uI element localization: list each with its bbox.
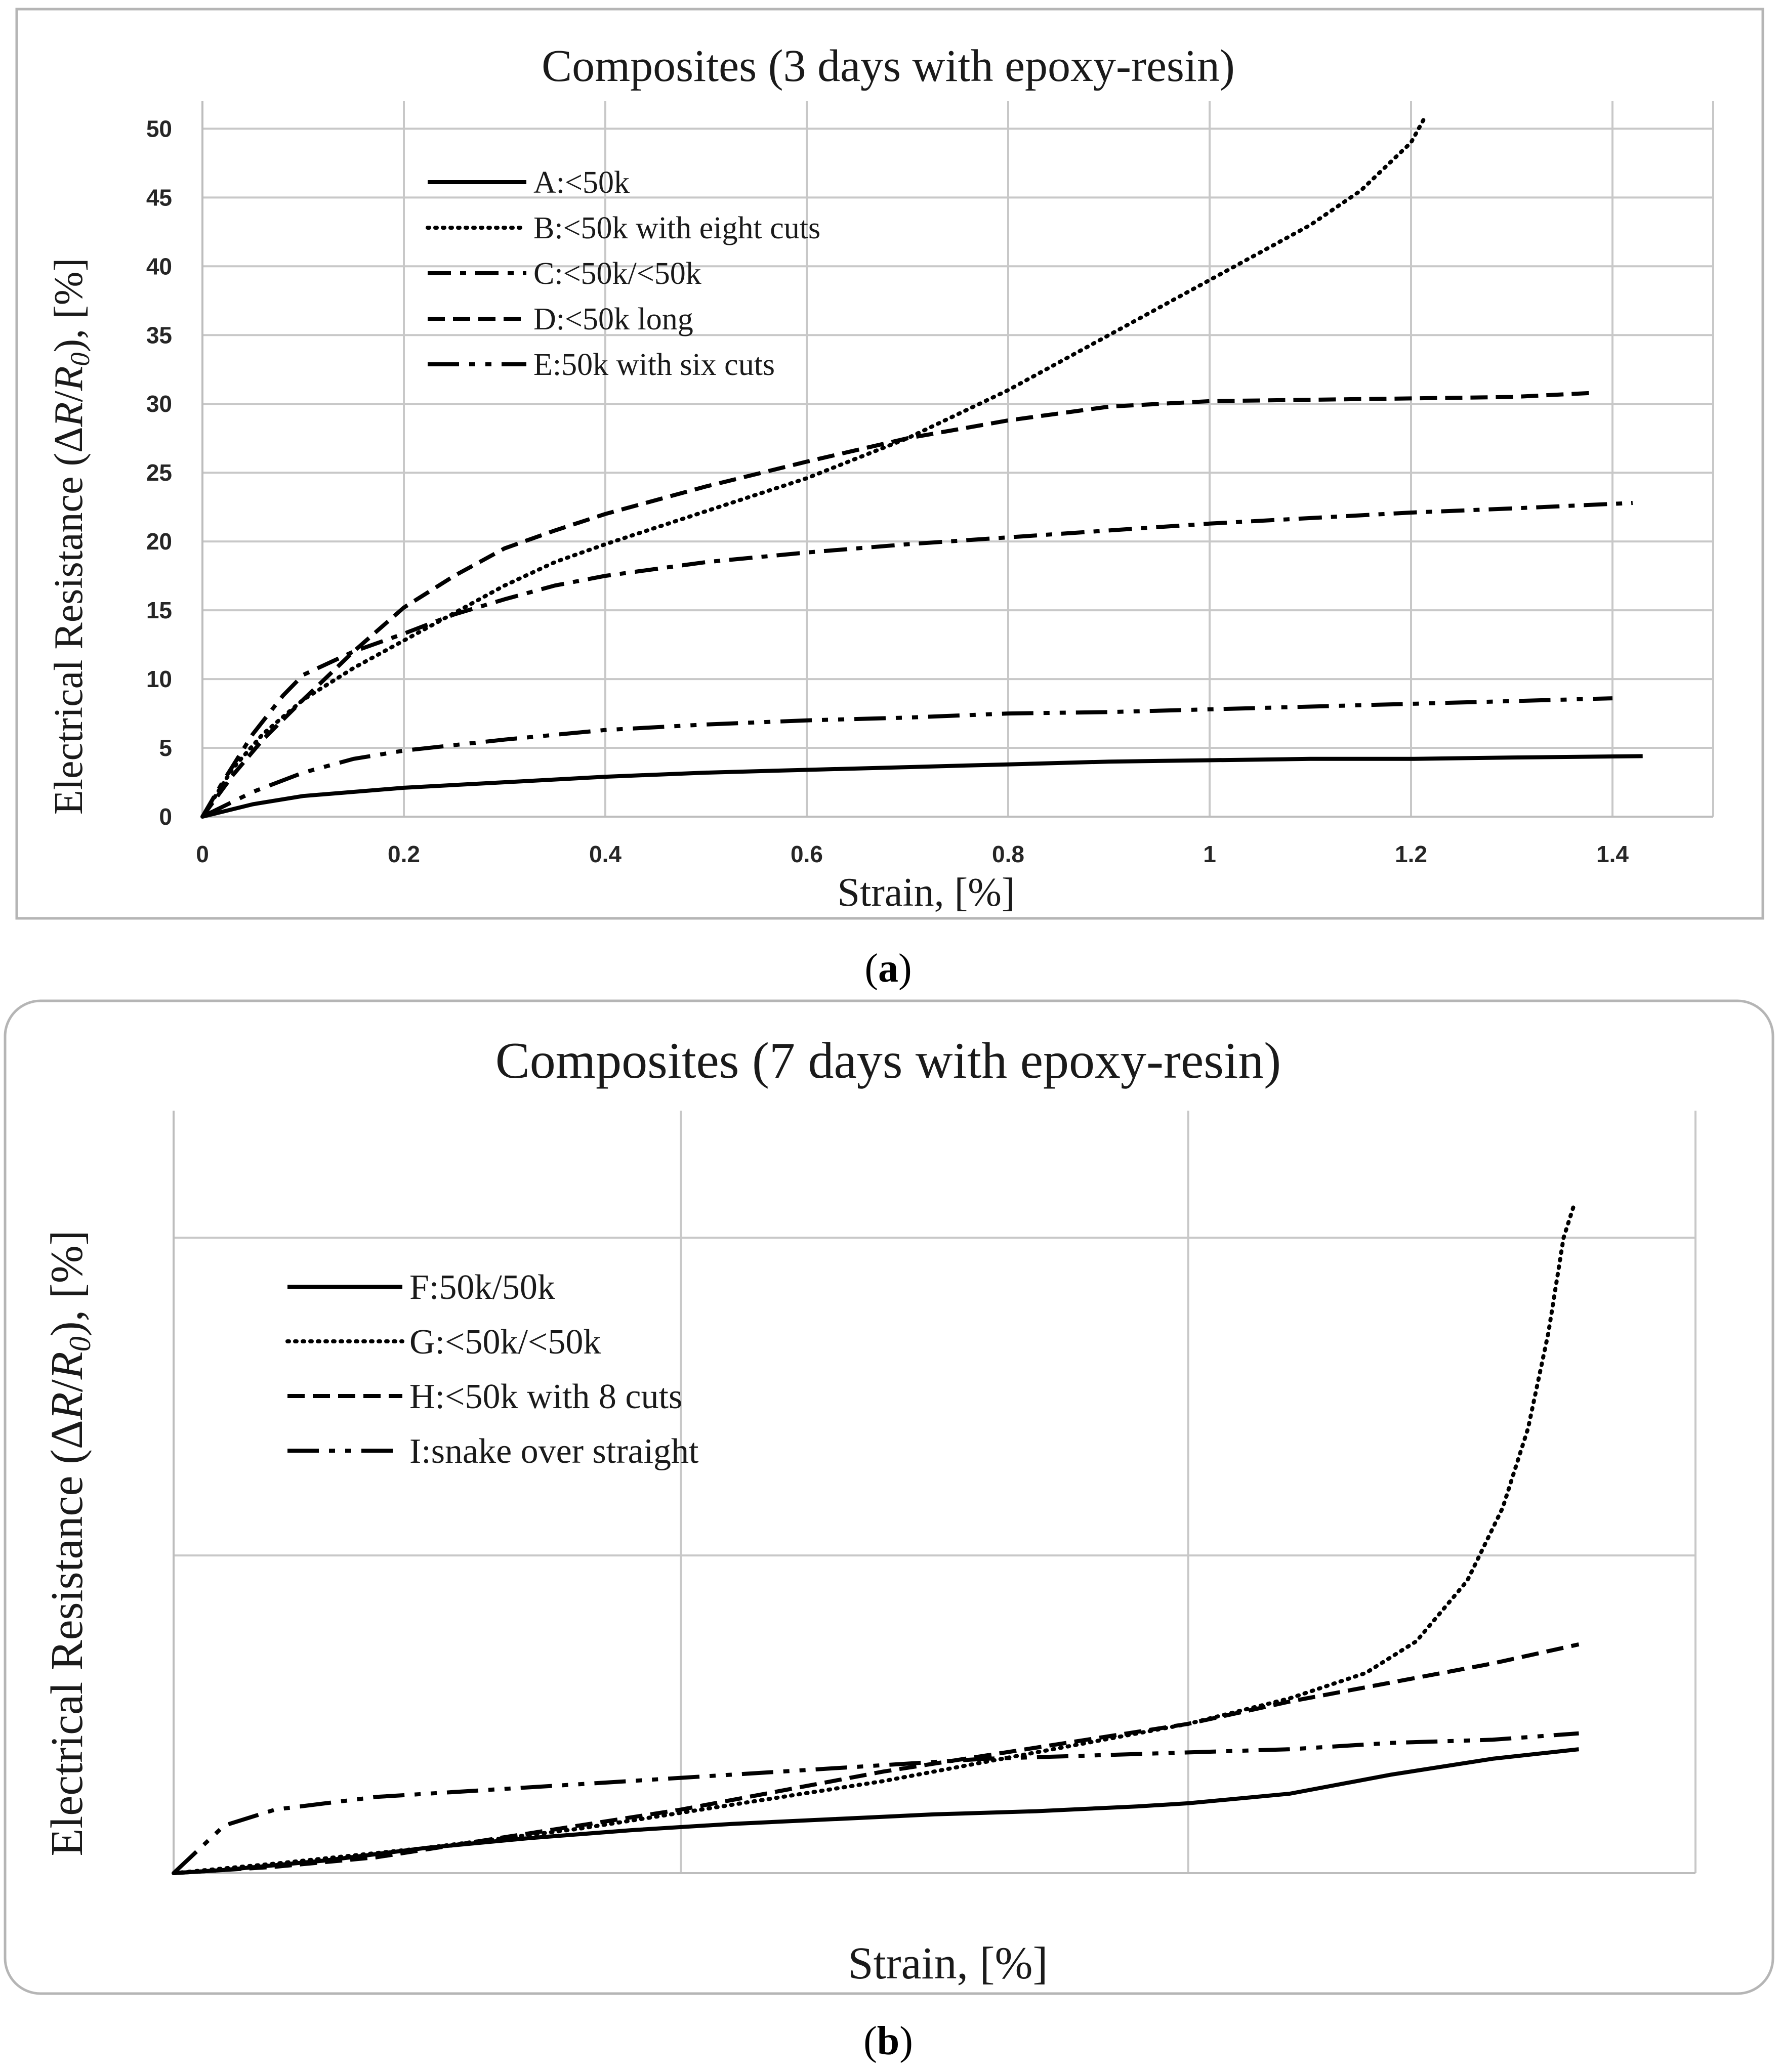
a-y-tick-15: 15	[146, 597, 172, 623]
a-series-e-50k-with-six-cuts	[201, 696, 1613, 819]
a-x-tick-0: 0	[196, 841, 209, 867]
a-y-tick-35: 35	[146, 322, 172, 348]
a-x-tick-1: 1	[1203, 841, 1216, 867]
a-x-tick-1-2: 1.2	[1395, 841, 1427, 867]
chart-a-y-tick-labels: 0 5 10 15 20 25 30 35 40 45 50	[146, 115, 172, 830]
a-series-c-50k-50k	[200, 501, 1633, 818]
a-series-a-50k	[202, 754, 1643, 819]
a-y-tick-30: 30	[146, 391, 172, 417]
a-legend-label-e-50k-with-six-cuts: E:50k with six cuts	[533, 348, 775, 382]
chart-a-y-axis-label: Electrical Resistance (ΔR/R0), [%]	[47, 258, 95, 815]
chart-b-series	[172, 1204, 1580, 1875]
b-legend-label-h-50k-with-8-cuts: H:<50k with 8 cuts	[409, 1377, 682, 1416]
a-y-tick-10: 10	[146, 666, 172, 692]
a-x-tick-1-4: 1.4	[1596, 841, 1629, 867]
chart-a-gridlines	[202, 101, 1714, 817]
a-x-tick-0-4: 0.4	[589, 841, 622, 867]
a-legend-label-b-50k-with-eight-cuts: B:<50k with eight cuts	[533, 211, 820, 245]
chart-b-y-axis-label: Electrical Resistance (ΔR/R0), [%]	[42, 1230, 97, 1856]
a-y-tick-25: 25	[146, 459, 172, 486]
a-y-tick-45: 45	[146, 184, 172, 210]
a-x-tick-0-8: 0.8	[992, 841, 1024, 867]
chart-b-gridlines	[174, 1111, 1696, 1873]
b-series-h-50k-with-8-cuts	[173, 1642, 1580, 1875]
a-y-tick-0: 0	[159, 804, 172, 830]
chart-b-axes	[173, 1111, 1695, 1874]
a-x-tick-0-6: 0.6	[791, 841, 823, 867]
chart-b-legend: F:50k/50k G:<50k/<50k H:<50k with 8 cuts I:…	[285, 1268, 699, 1471]
a-legend-label-c-50k-50k: C:<50k/<50k	[533, 257, 701, 291]
chart-a-legend: A:<50k B:<50k with eight cuts C:<50k/<50k D…	[426, 165, 820, 382]
chart-b-title: Composites (7 days with epoxy-resin)	[495, 1032, 1281, 1089]
chart-a-x-axis-label: Strain, [%]	[837, 870, 1015, 915]
b-legend-label-i-snake-over-straight: I:snake over straight	[409, 1432, 699, 1471]
chart-a-title: Composites (3 days with epoxy-resin)	[542, 41, 1235, 91]
chart-a-series	[200, 113, 1643, 819]
a-y-tick-50: 50	[146, 115, 172, 142]
b-legend-label-g-50k-50k: G:<50k/<50k	[409, 1323, 601, 1362]
a-legend-label-a-50k: A:<50k	[533, 165, 630, 200]
chart-a: Composites (3 days with epoxy-resin) 0 0.…	[15, 8, 1764, 920]
a-y-tick-20: 20	[146, 528, 172, 555]
a-legend-label-d-50k-long: D:<50k long	[533, 302, 693, 336]
chart-a-axes	[201, 101, 1713, 818]
a-y-tick-40: 40	[146, 253, 172, 279]
chart-a-x-tick-labels: 0 0.2 0.4 0.6 0.8 1 1.2 1.4	[196, 841, 1629, 867]
b-series-i-snake-over-straight	[172, 1731, 1579, 1875]
panel-label-a: (a)	[864, 946, 912, 991]
panel-label-b: (b)	[863, 2019, 913, 2063]
a-x-tick-0-2: 0.2	[388, 841, 420, 867]
chart-b-x-axis-label: Strain, [%]	[848, 1938, 1048, 1989]
b-legend-label-f-50k-50k: F:50k/50k	[409, 1268, 555, 1307]
a-y-tick-5: 5	[159, 735, 172, 761]
chart-b-frame	[4, 999, 1774, 1995]
a-series-d-50k-long	[200, 391, 1593, 818]
chart-b: Composites (7 days with epoxy-resin) F:5…	[4, 999, 1774, 1995]
